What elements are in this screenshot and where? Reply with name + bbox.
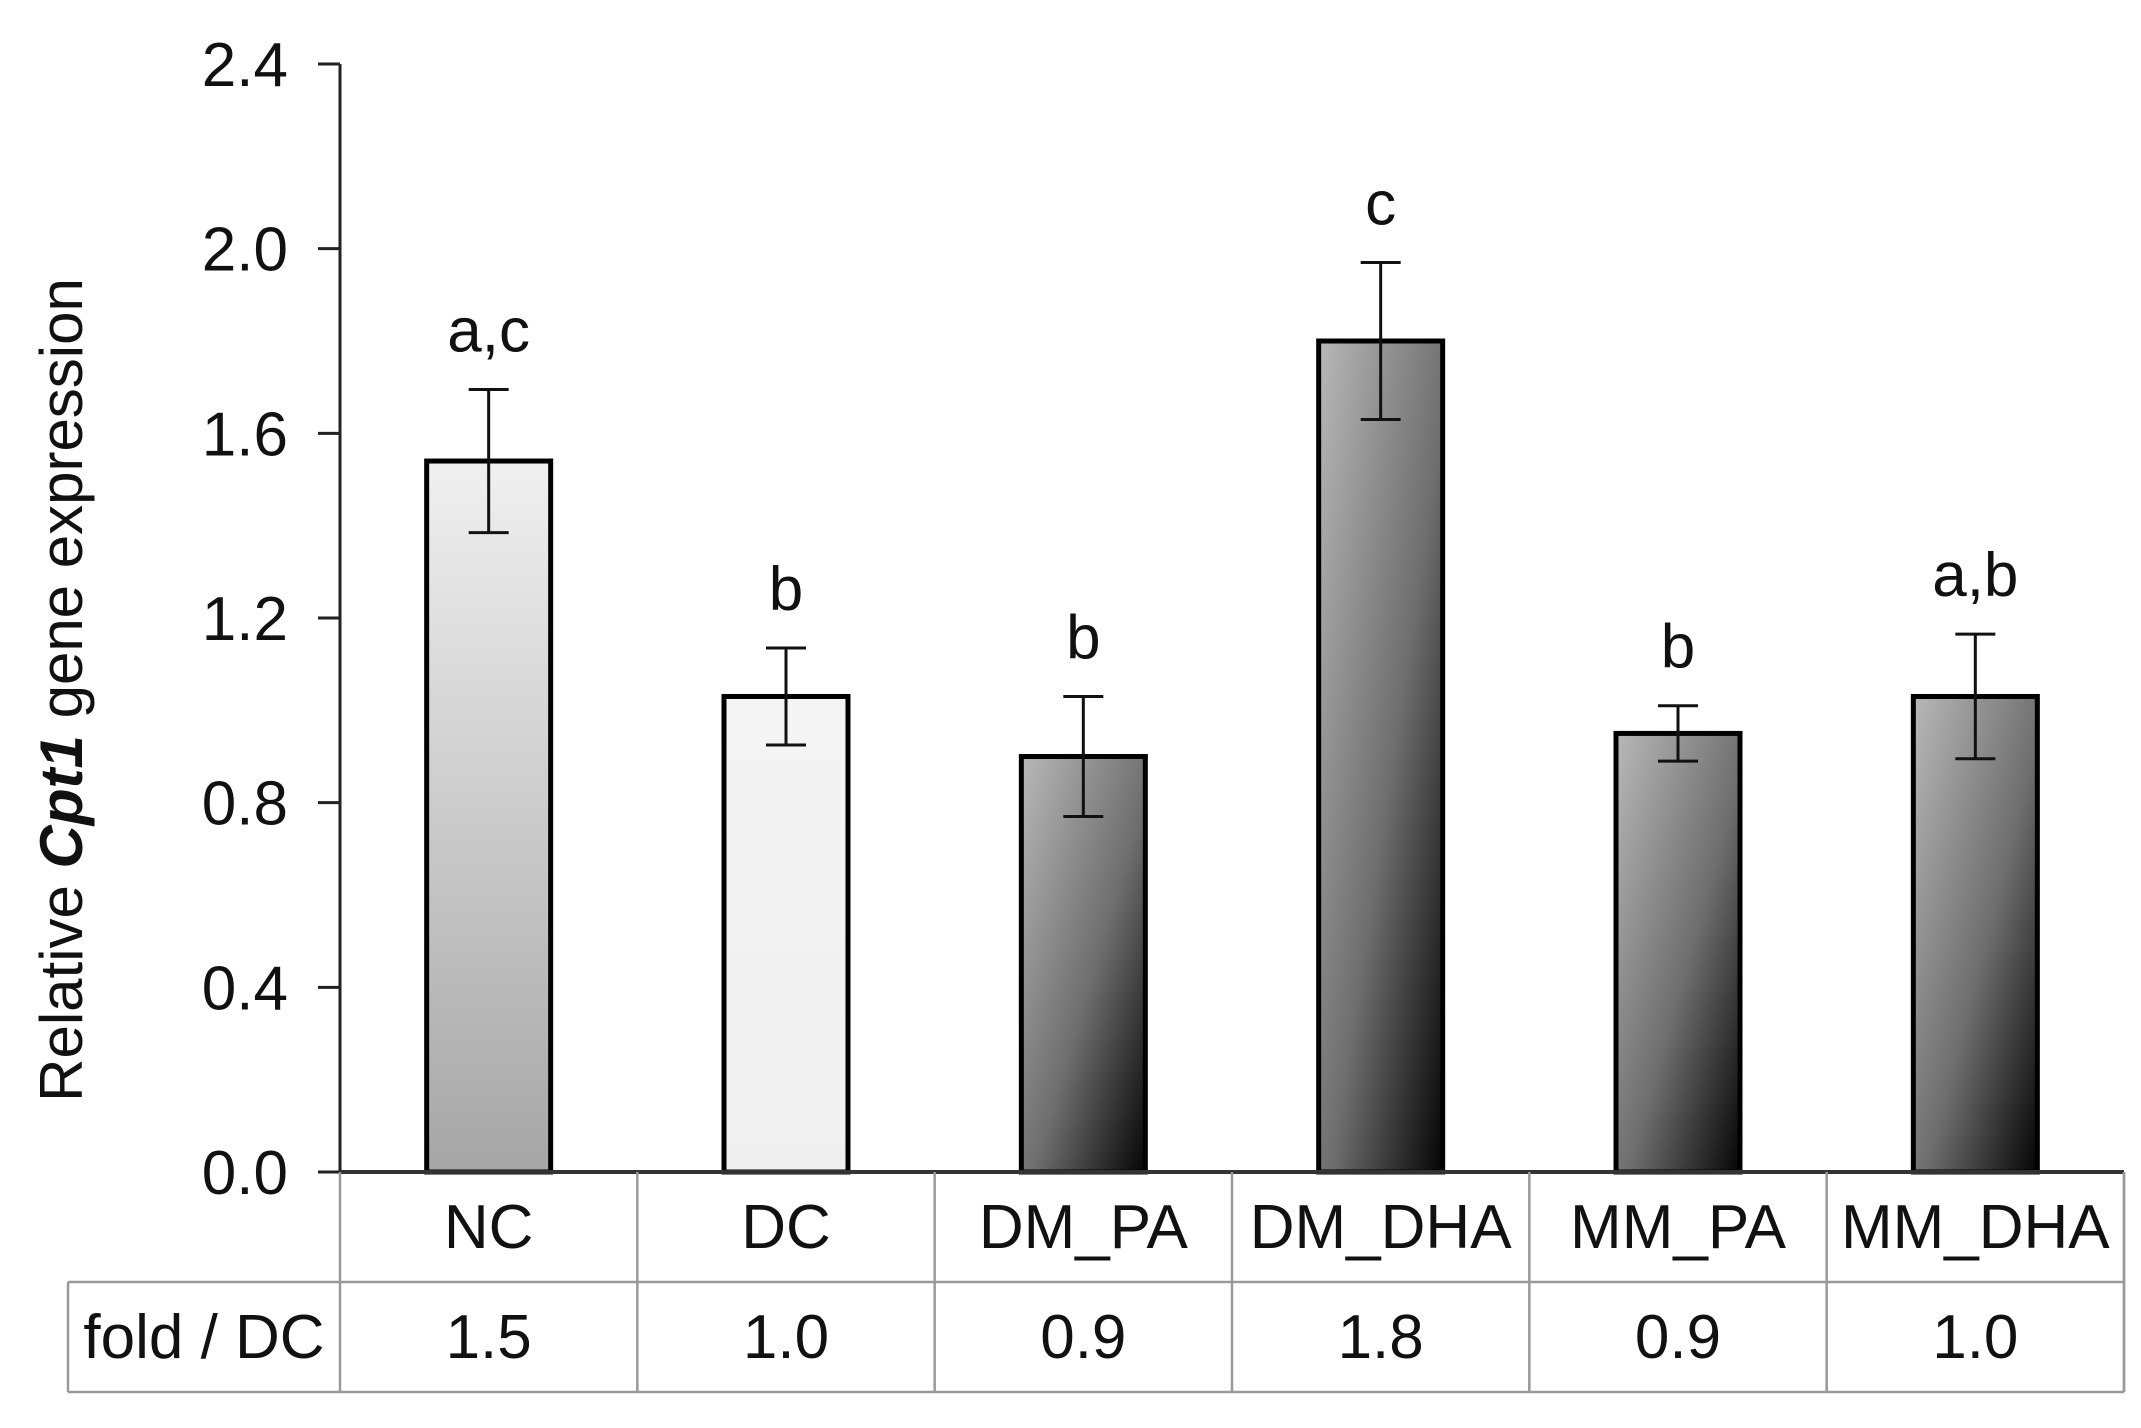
- significance-label: b: [1661, 613, 1695, 682]
- significance-label: c: [1365, 170, 1396, 239]
- fold-value: 1.5: [446, 1303, 532, 1372]
- category-label: MM_PA: [1570, 1193, 1787, 1262]
- bar-nc: [424, 458, 554, 1175]
- category-label: MM_DHA: [1841, 1193, 2110, 1262]
- table-row-header: fold / DC: [83, 1303, 324, 1372]
- y-axis-title: Relative Cpt1 gene expression: [28, 278, 95, 1102]
- fold-value: 0.9: [1635, 1303, 1721, 1372]
- data-table: fold / DC NC 1.5 DC 1.0 DM_PA 0.9 DM_DHA 1.8 MM_P…: [66, 1170, 2126, 1394]
- y-axis: 0.0 0.4 0.8 1.2 1.6 2.0 2.4: [202, 31, 342, 1208]
- significance-label: b: [769, 555, 803, 624]
- y-tick-label: 0.0: [202, 1139, 288, 1208]
- fold-value: 1.8: [1338, 1303, 1424, 1372]
- significance-labels: a,c b b c b a,b: [447, 170, 2018, 682]
- fold-value: 1.0: [1932, 1303, 2018, 1372]
- category-label: DC: [741, 1193, 831, 1262]
- category-label: NC: [444, 1193, 534, 1262]
- category-label: DM_PA: [979, 1193, 1189, 1262]
- error-bars: [468, 261, 1996, 819]
- y-tick-label: 0.8: [202, 770, 288, 839]
- significance-label: a,c: [447, 296, 530, 365]
- bars: [424, 338, 2040, 1175]
- bar-mm-pa: [1613, 730, 1743, 1175]
- fold-value: 1.0: [743, 1303, 829, 1372]
- y-tick-label: 2.0: [202, 216, 288, 285]
- fold-value: 0.9: [1040, 1303, 1126, 1372]
- significance-label: b: [1066, 603, 1100, 672]
- y-tick-label: 1.6: [202, 400, 288, 469]
- category-label: DM_DHA: [1250, 1193, 1512, 1262]
- significance-label: a,b: [1932, 541, 2018, 610]
- bar-dm-pa: [1018, 754, 1148, 1175]
- bar-dc: [721, 693, 851, 1175]
- y-tick-label: 1.2: [202, 585, 288, 654]
- y-tick-label: 0.4: [202, 954, 288, 1023]
- y-tick-label: 2.4: [202, 31, 288, 100]
- bar-mm-dha: [1910, 693, 2040, 1175]
- bar-dm-dha: [1316, 338, 1446, 1175]
